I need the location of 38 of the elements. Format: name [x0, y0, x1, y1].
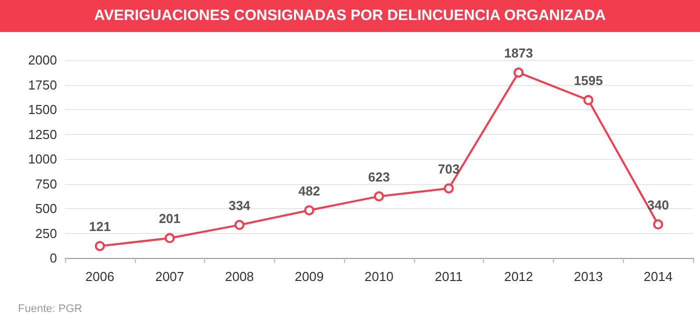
x-tick-label: 2009	[294, 269, 324, 284]
point	[583, 95, 594, 106]
point	[304, 205, 314, 216]
source-note: Fuente: PGR	[18, 303, 82, 315]
data-label: 623	[368, 169, 390, 184]
data-label: 201	[158, 211, 181, 226]
point	[94, 241, 105, 252]
y-tick-label: 500	[35, 201, 57, 216]
y-tick-label: 2000	[28, 52, 57, 68]
x-tick-label: 2006	[85, 269, 114, 284]
x-tick-label: 2013	[574, 269, 603, 284]
x-tick-label: 2008	[224, 269, 254, 284]
data-label: 703	[438, 161, 460, 176]
y-tick-label: 0	[50, 250, 57, 266]
data-label: 482	[298, 183, 320, 198]
data-label: 1873	[504, 46, 534, 61]
y-tick-label: 250	[35, 226, 57, 241]
point	[653, 219, 664, 230]
y-tick-label: 750	[35, 176, 57, 192]
x-tick-label: 2012	[504, 269, 534, 284]
point	[374, 191, 384, 202]
chart-title: AVERIGUACIONES CONSIGNADAS POR DELINCUENCIA ORGANIZADA	[0, 0, 700, 32]
point	[234, 220, 244, 230]
point	[444, 183, 454, 194]
point	[164, 233, 175, 244]
data-label: 121	[89, 219, 111, 234]
x-tick-label: 2010	[364, 269, 394, 284]
y-tick-label: 1500	[28, 102, 57, 117]
data-label: 334	[228, 198, 252, 213]
data-label: 340	[647, 197, 669, 212]
x-tick-label: 2007	[155, 269, 184, 284]
point	[514, 68, 524, 78]
x-tick-label: 2014	[644, 269, 673, 284]
y-tick-label: 1750	[28, 77, 57, 92]
y-tick-label: 1000	[28, 152, 57, 166]
x-tick-label: 2011	[434, 269, 463, 284]
data-label: 1595	[574, 73, 603, 88]
y-tick-label: 1250	[28, 126, 57, 142]
